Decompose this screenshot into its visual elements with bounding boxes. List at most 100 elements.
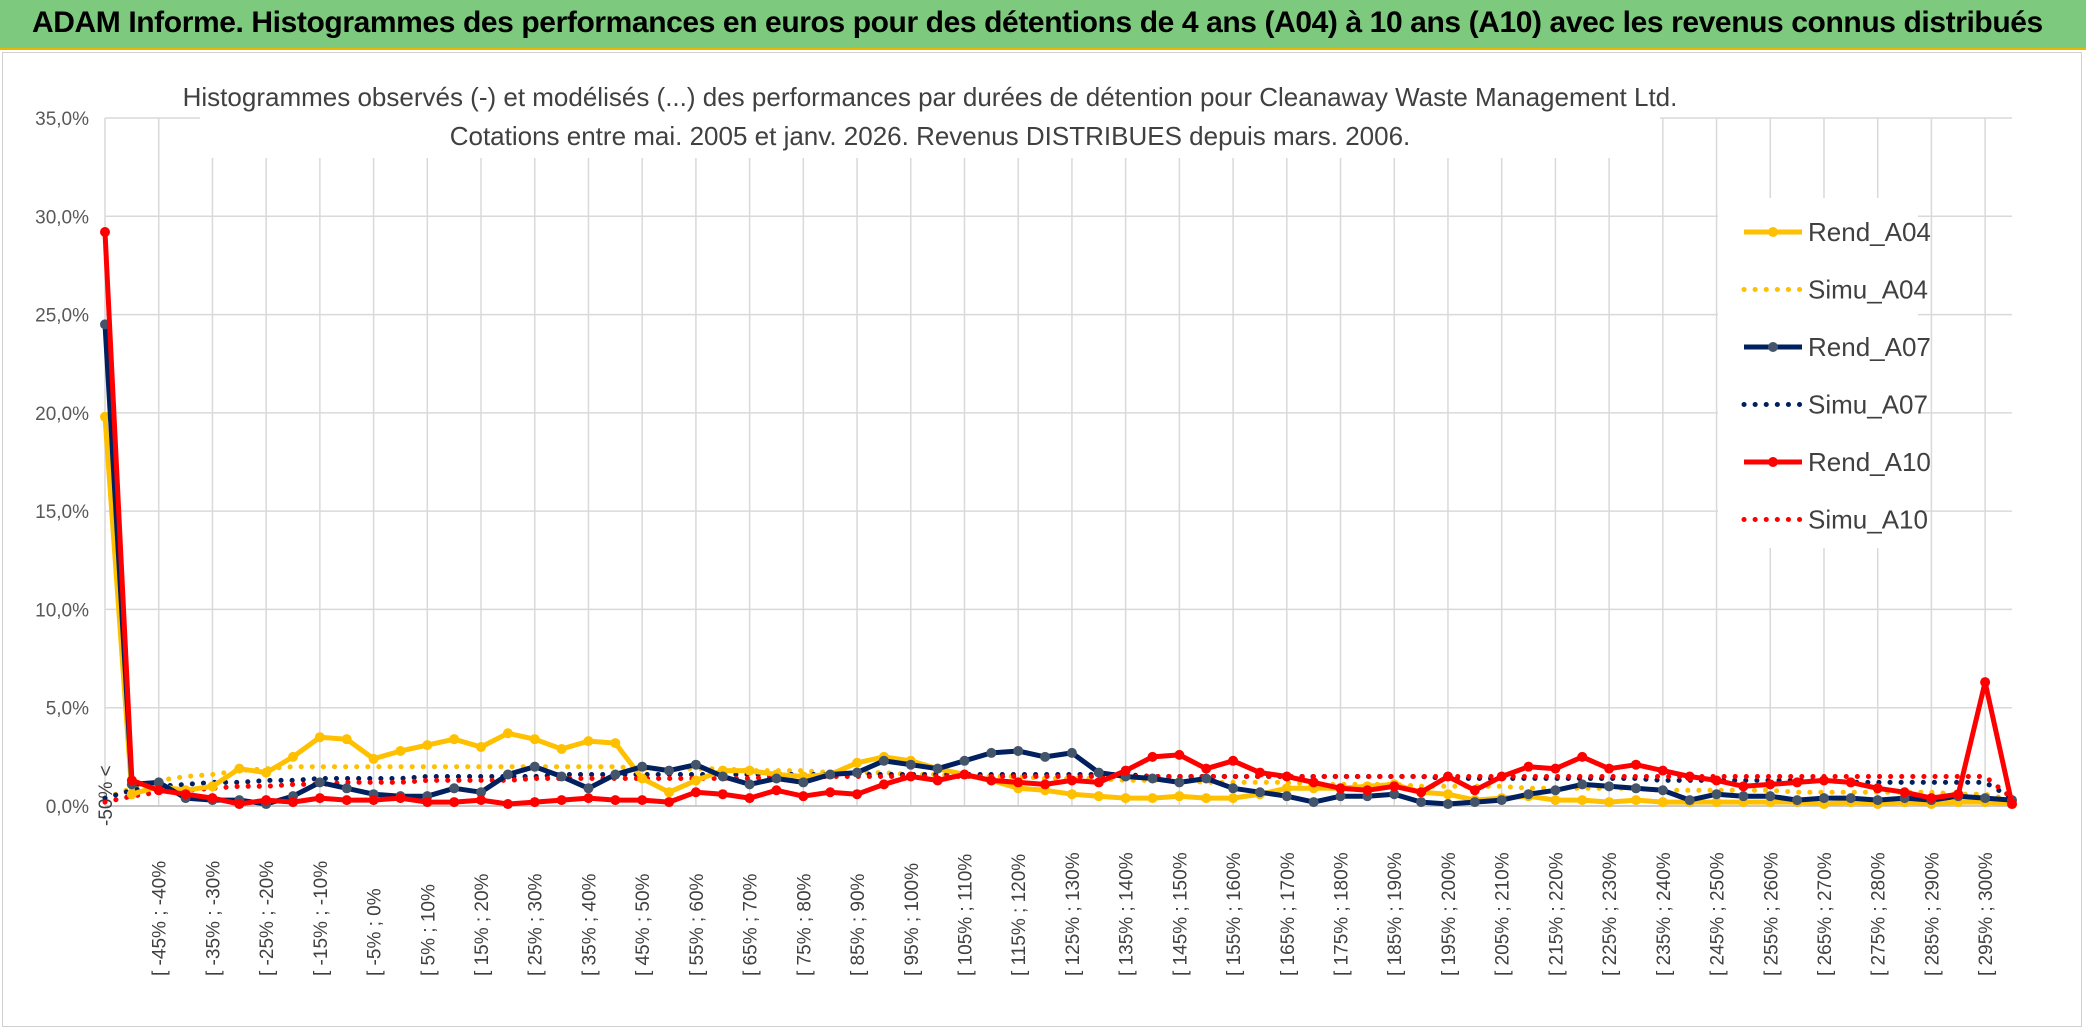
data-point xyxy=(744,779,755,790)
data-point xyxy=(959,769,970,780)
data-point xyxy=(1604,797,1615,808)
chart-legend: Rend_A04 Simu_A04 Rend_A07 Simu_A07 Rend_A10… xyxy=(1718,198,1931,548)
data-point xyxy=(1657,765,1668,776)
y-axis-ticks: 0,0% 5,0% 10,0% 15,0% 20,0% 25,0% 30,0% 35,0% xyxy=(35,109,89,818)
data-point xyxy=(852,767,863,778)
x-tick-label: [ 185% ; 190% xyxy=(1385,852,1406,976)
series-rend_a10 xyxy=(100,227,2017,810)
data-point xyxy=(1845,793,1856,804)
data-point xyxy=(852,789,863,800)
data-point xyxy=(1335,783,1346,794)
x-tick-label: [ 295% ; 300% xyxy=(1976,852,1997,976)
legend-item-rend_a07: Rend_A07 xyxy=(1744,332,1931,362)
data-point xyxy=(1523,761,1534,772)
data-point xyxy=(476,742,487,753)
y-tick-label: 35,0% xyxy=(35,109,89,130)
x-tick-label: [ 275% ; 280% xyxy=(1869,852,1890,976)
legend-item-simu_a10: Simu_A10 xyxy=(1741,505,1928,535)
data-point xyxy=(1201,793,1212,804)
data-point xyxy=(637,795,648,806)
data-point xyxy=(717,771,728,782)
data-point xyxy=(1738,781,1749,792)
data-point xyxy=(1174,777,1185,788)
data-point xyxy=(1442,799,1453,810)
data-point xyxy=(1066,775,1077,786)
data-point xyxy=(556,743,567,754)
data-point xyxy=(986,775,997,786)
data-point xyxy=(637,773,648,784)
data-point xyxy=(1845,777,1856,788)
data-point xyxy=(314,793,325,804)
data-point xyxy=(100,227,110,238)
data-point xyxy=(1254,787,1265,798)
data-point xyxy=(1040,779,1051,790)
data-point xyxy=(1416,787,1427,798)
chart-frame xyxy=(2,52,2082,1027)
data-point xyxy=(1872,783,1883,794)
legend-item-simu_a04: Simu_A04 xyxy=(1741,275,1928,305)
data-point xyxy=(1335,791,1346,802)
chart-series xyxy=(100,227,2017,810)
data-point xyxy=(1228,793,1239,804)
data-point xyxy=(261,767,272,778)
data-point xyxy=(502,799,513,810)
report-title: ADAM Informe. Histogrammes des performan… xyxy=(32,6,2043,39)
data-point xyxy=(771,785,782,796)
x-tick-label: [ 285% ; 290% xyxy=(1922,852,1943,976)
y-tick-label: 30,0% xyxy=(35,207,89,228)
data-point xyxy=(1281,791,1292,802)
data-point xyxy=(1201,773,1212,784)
x-tick-label: [ -45% ; -40% xyxy=(150,861,171,976)
data-point xyxy=(449,783,460,794)
data-point xyxy=(1120,765,1131,776)
legend-marker xyxy=(1768,227,1778,237)
data-point xyxy=(1765,779,1776,790)
data-point xyxy=(2007,799,2017,810)
legend-marker xyxy=(1768,342,1778,352)
data-point xyxy=(556,771,567,782)
data-point xyxy=(1657,797,1668,808)
data-point xyxy=(1577,779,1588,790)
x-tick-label: [ 195% ; 200% xyxy=(1439,852,1460,976)
data-point xyxy=(610,738,621,749)
data-point xyxy=(664,765,675,776)
data-point xyxy=(1550,795,1561,806)
x-tick-label: [ 155% ; 160% xyxy=(1224,852,1245,976)
x-tick-label: [ 115% ; 120% xyxy=(1009,854,1030,976)
data-point xyxy=(1711,789,1722,800)
x-tick-label: [ 205% ; 210% xyxy=(1493,852,1514,976)
data-point xyxy=(395,793,406,804)
data-point xyxy=(449,797,460,808)
data-point xyxy=(126,789,137,800)
data-point xyxy=(288,797,299,808)
data-point xyxy=(1120,793,1131,804)
chart-title-box: Histogrammes observés (-) et modélisés (… xyxy=(183,76,1677,158)
x-tick-label: [ 255% ; 260% xyxy=(1761,852,1782,976)
x-tick-label: [ 215% ; 220% xyxy=(1546,852,1567,976)
y-tick-label: 5,0% xyxy=(46,699,89,720)
data-point xyxy=(180,789,191,800)
x-tick-label: [ 125% ; 130% xyxy=(1063,852,1084,976)
data-point xyxy=(1040,751,1051,762)
x-tick-label: [ 145% ; 150% xyxy=(1170,852,1191,976)
data-point xyxy=(368,753,379,764)
data-point xyxy=(1872,795,1883,806)
data-point xyxy=(207,793,218,804)
x-tick-label: [ 245% ; 250% xyxy=(1708,852,1729,976)
data-point xyxy=(1093,791,1104,802)
legend-label: Rend_A07 xyxy=(1808,332,1931,362)
data-point xyxy=(1416,797,1427,808)
data-point xyxy=(1013,745,1024,756)
legend-item-rend_a10: Rend_A10 xyxy=(1744,447,1931,477)
data-point xyxy=(476,787,487,798)
data-point xyxy=(1980,793,1991,804)
data-point xyxy=(825,787,836,798)
data-point xyxy=(610,795,621,806)
series-simu_a10 xyxy=(102,774,2015,805)
data-point xyxy=(905,771,916,782)
data-point xyxy=(1711,775,1722,786)
chart-subtitle: Cotations entre mai. 2005 et janv. 2026.… xyxy=(450,121,1411,151)
legend-label: Rend_A10 xyxy=(1808,447,1931,477)
x-tick-label: [ 45% ; 50% xyxy=(633,873,654,976)
data-point xyxy=(583,793,594,804)
